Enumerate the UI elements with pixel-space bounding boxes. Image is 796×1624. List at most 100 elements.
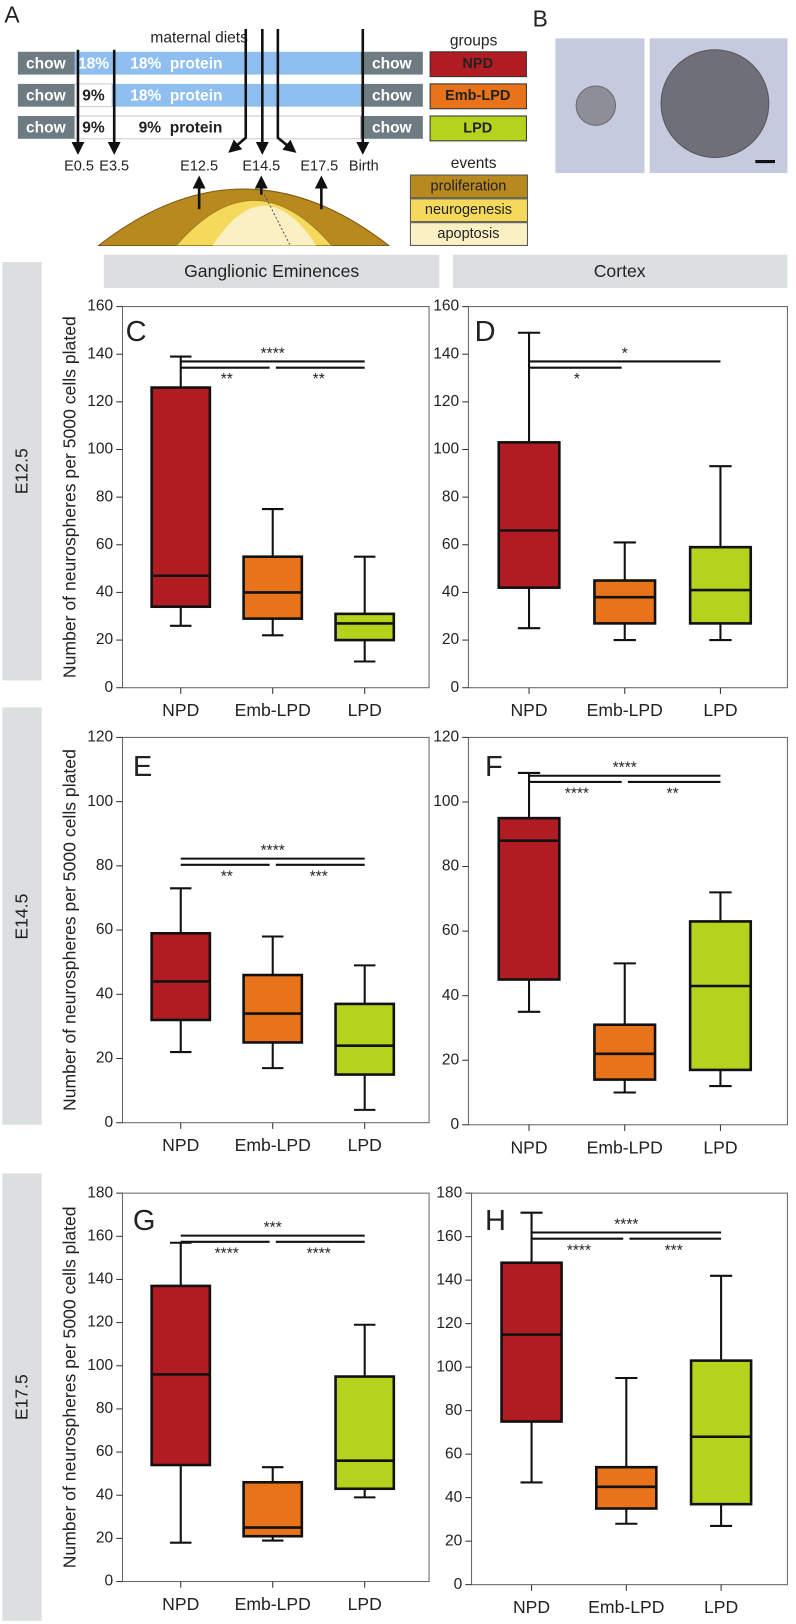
y-tick-label: 60 — [442, 922, 460, 939]
y-tick-label: 40 — [442, 987, 460, 1004]
y-axis-label: Number of neurospheres per 5000 cells pl… — [59, 1206, 79, 1568]
x-tick-label: Emb-LPD — [235, 1135, 311, 1155]
diet-text: chow — [372, 87, 413, 104]
y-tick-label: 120 — [87, 1314, 113, 1331]
diet-text: 18% protein — [130, 55, 222, 72]
box — [497, 816, 561, 981]
sig-label: * — [622, 345, 628, 362]
groups-title: groups — [450, 33, 498, 50]
plot-frame — [471, 1192, 788, 1586]
x-tick-label: Emb-LPD — [588, 1597, 664, 1617]
box — [242, 555, 304, 620]
sig-label: *** — [310, 868, 328, 885]
box — [593, 579, 657, 625]
diet-text: 9% — [82, 120, 105, 137]
x-tick-label: LPD — [348, 1594, 382, 1614]
y-tick-label: 0 — [454, 1576, 463, 1593]
row-label-bg — [2, 262, 42, 681]
event-label: proliferation — [431, 178, 507, 194]
y-tick-label: 20 — [96, 631, 114, 648]
box — [497, 441, 561, 589]
diet-text: chow — [372, 55, 413, 72]
y-tick-label: 80 — [96, 1400, 114, 1417]
row-label: E12.5 — [12, 448, 32, 494]
x-tick-label: NPD — [162, 1594, 199, 1614]
y-tick-label: 160 — [436, 1228, 462, 1245]
y-tick-label: 180 — [87, 1184, 113, 1201]
arrow — [276, 29, 297, 153]
event-swatch — [409, 222, 528, 246]
y-tick-label: 0 — [105, 679, 114, 696]
timepoint: E0.5 — [64, 159, 94, 175]
y-tick-label: 160 — [87, 298, 113, 315]
neurosphere — [575, 85, 617, 126]
group-swatch — [429, 83, 527, 110]
sig-label: *** — [665, 1242, 683, 1259]
x-tick-label: Emb-LPD — [587, 700, 663, 720]
sig-label: **** — [215, 1245, 239, 1262]
events-title: events — [451, 155, 497, 172]
sig-label: ** — [667, 786, 679, 803]
sig-label: **** — [565, 786, 589, 803]
box — [688, 920, 753, 1072]
box — [150, 386, 212, 609]
sig-label: * — [574, 371, 580, 388]
column-header-bg — [452, 254, 788, 288]
diet-rows: chow 18% 18% protein chow chow 9% 18% pr… — [17, 51, 423, 140]
y-axis-label: Number of neurospheres per 5000 cells pl… — [59, 316, 79, 678]
y-axis-label: Number of neurospheres per 5000 cells pl… — [59, 749, 79, 1111]
y-tick-label: 0 — [105, 1573, 114, 1590]
diet-text: 18% protein — [130, 87, 222, 104]
row-cell — [17, 116, 75, 139]
row-cell — [112, 83, 361, 107]
sig-label: **** — [567, 1242, 591, 1259]
sig-label: **** — [307, 1245, 331, 1262]
y-tick-label: 0 — [105, 1114, 114, 1131]
y-tick-label: 20 — [442, 631, 460, 648]
panel-label: E — [133, 751, 152, 783]
x-tick-label: NPD — [510, 700, 547, 720]
box — [688, 545, 753, 625]
group-label: Emb-LPD — [445, 88, 510, 104]
x-tick-label: NPD — [513, 1597, 550, 1617]
x-tick-label: LPD — [703, 700, 737, 720]
event-label: neurogenesis — [425, 202, 512, 218]
y-tick-label: 140 — [87, 1271, 113, 1288]
box — [500, 1261, 563, 1423]
event-arrows — [192, 175, 328, 210]
legends: groups events — [450, 33, 498, 172]
y-tick-label: 0 — [450, 679, 459, 696]
arrow — [228, 29, 248, 153]
y-tick-label: 40 — [96, 985, 114, 1002]
x-tick-label: NPD — [510, 1137, 547, 1157]
box — [150, 931, 212, 1022]
group-swatch — [429, 51, 527, 78]
group-label: NPD — [462, 56, 493, 72]
diet-text: 9% — [82, 87, 105, 104]
panel-label: F — [485, 751, 503, 783]
x-tick-label: Emb-LPD — [235, 1594, 311, 1614]
y-tick-label: 60 — [96, 1443, 114, 1460]
box — [689, 1359, 753, 1506]
y-tick-label: 40 — [445, 1489, 463, 1506]
event-swatch — [409, 174, 528, 199]
box — [242, 973, 304, 1044]
y-tick-label: 140 — [436, 1271, 462, 1288]
diet-title: maternal diets — [150, 29, 248, 46]
y-tick-label: 20 — [442, 1051, 460, 1068]
y-tick-label: 160 — [87, 1227, 113, 1244]
micrographs — [555, 38, 788, 173]
box — [334, 1002, 396, 1076]
y-tick-label: 20 — [445, 1532, 463, 1549]
x-tick-label: NPD — [162, 1135, 199, 1155]
dome — [212, 205, 317, 246]
x-tick-label: LPD — [348, 1135, 382, 1155]
sig-label: **** — [261, 345, 285, 362]
panel-label: C — [126, 316, 147, 348]
y-tick-label: 40 — [96, 584, 114, 601]
timepoint: E12.5 — [180, 159, 218, 175]
x-tick-label: Emb-LPD — [587, 1137, 663, 1157]
x-tick-label: LPD — [704, 1597, 738, 1617]
diet-text: chow — [26, 55, 67, 72]
